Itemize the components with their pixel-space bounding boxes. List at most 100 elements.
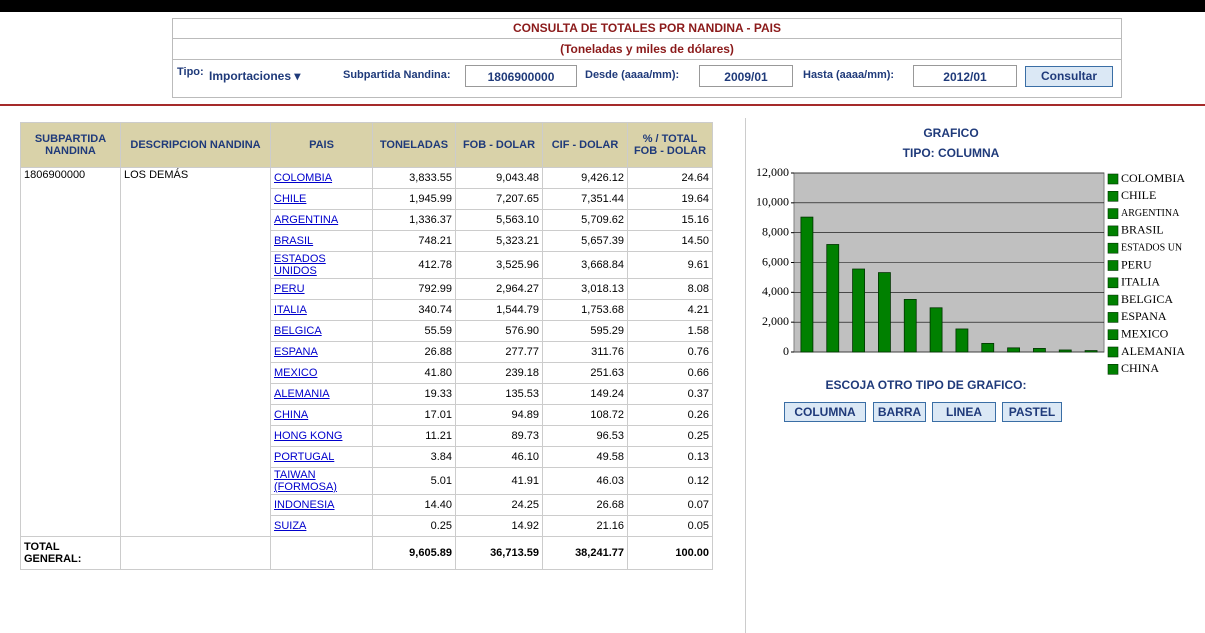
total-cell: 36,713.59 (455, 536, 543, 570)
bar (1058, 349, 1072, 353)
number-cell: 7,207.65 (455, 188, 543, 210)
country-link[interactable]: ARGENTINA (274, 214, 339, 226)
legend-label: PERU (1121, 257, 1152, 271)
country-link[interactable]: TAIWAN (FORMOSA) (274, 469, 337, 493)
chart-type-button[interactable]: COLUMNA (784, 402, 866, 422)
number-cell: 0.25 (372, 515, 456, 537)
number-cell: 1,945.99 (372, 188, 456, 210)
table-row: TAIWAN (FORMOSA) 5.01 41.91 46.03 0.12 (21, 467, 713, 495)
country-link[interactable]: BELGICA (274, 325, 322, 337)
desde-input[interactable]: 2009/01 (699, 65, 793, 87)
country-link[interactable]: HONG KONG (274, 430, 343, 442)
panel-subtitle: TIPO: COLUMNA (902, 146, 1000, 160)
hasta-label: Hasta (aaaa/mm): (803, 69, 895, 81)
number-cell: 9.61 (627, 251, 713, 279)
number-cell: 5,709.62 (542, 209, 628, 231)
bar (903, 299, 917, 353)
legend-label: ESPANA (1121, 309, 1167, 323)
table-row: SUIZA 0.25 14.92 21.16 0.05 (21, 515, 713, 537)
chart-type-button[interactable]: PASTEL (1002, 402, 1062, 422)
number-cell: 0.37 (627, 383, 713, 405)
column-header: CIF - DOLAR (542, 122, 628, 168)
number-cell: 19.64 (627, 188, 713, 210)
header-subtitle: (Toneladas y miles de dólares) (173, 40, 1121, 60)
number-cell: 2,964.27 (455, 278, 543, 300)
number-cell: 41.80 (372, 362, 456, 384)
table-row: ITALIA 340.74 1,544.79 1,753.68 4.21 (21, 299, 713, 321)
number-cell: 55.59 (372, 320, 456, 342)
subpartida-cell: 1806900000 (20, 167, 121, 537)
country-link[interactable]: ESTADOS UNIDOS (274, 253, 326, 277)
separator (0, 104, 1205, 106)
legend-swatch (1107, 260, 1119, 271)
column-header: PAIS (270, 122, 373, 168)
number-cell: 1,753.68 (542, 299, 628, 321)
country-link[interactable]: BRASIL (274, 235, 314, 247)
number-cell: 15.16 (627, 209, 713, 231)
y-tick-label: 0 (783, 344, 789, 358)
tipo-value: Importaciones (209, 69, 292, 83)
country-link[interactable]: PORTUGAL (274, 451, 335, 463)
hasta-input[interactable]: 2012/01 (913, 65, 1017, 87)
subpartida-input[interactable]: 1806900000 (465, 65, 577, 87)
legend-swatch (1107, 191, 1119, 202)
pais-cell: SUIZA (270, 515, 373, 537)
legend-swatch (1107, 208, 1119, 219)
pais-cell: ITALIA (270, 299, 373, 321)
subpartida-label: Subpartida Nandina: (343, 69, 451, 81)
country-link[interactable]: ESPANA (274, 346, 318, 358)
country-link[interactable]: PERU (274, 283, 305, 295)
column-header: % / TOTAL FOB - DOLAR (627, 122, 713, 168)
legend-swatch (1107, 364, 1119, 375)
number-cell: 41.91 (455, 467, 543, 495)
table-row: INDONESIA 14.40 24.25 26.68 0.07 (21, 494, 713, 516)
total-cell: 9,605.89 (372, 536, 456, 570)
number-cell: 3,525.96 (455, 251, 543, 279)
country-link[interactable]: COLOMBIA (274, 172, 333, 184)
country-link[interactable]: INDONESIA (274, 499, 335, 511)
table-row: PERU 792.99 2,964.27 3,018.13 8.08 (21, 278, 713, 300)
number-cell: 340.74 (372, 299, 456, 321)
country-link[interactable]: SUIZA (274, 520, 307, 532)
country-link[interactable]: ITALIA (274, 304, 307, 316)
tipo-select[interactable]: Importaciones ▾ (209, 69, 301, 83)
bar (981, 342, 995, 353)
legend-swatch (1107, 277, 1119, 289)
header-title: CONSULTA DE TOTALES POR NANDINA - PAIS (173, 19, 1121, 39)
chart-type-button[interactable]: LINEA (932, 402, 996, 422)
empty-cell (120, 536, 271, 570)
pais-cell: COLOMBIA (270, 167, 373, 189)
table-row: CHINA 17.01 94.89 108.72 0.26 (21, 404, 713, 426)
bar (826, 244, 840, 353)
legend-label: ITALIA (1121, 275, 1160, 289)
number-cell: 0.25 (627, 425, 713, 447)
legend-label: CHILE (1121, 188, 1156, 202)
total-label: TOTAL GENERAL: (20, 536, 121, 570)
total-row: TOTAL GENERAL: 9,605.89 36,713.59 38,241.77… (20, 536, 713, 570)
country-link[interactable]: CHILE (274, 193, 307, 205)
bar (1007, 347, 1020, 353)
number-cell: 0.07 (627, 494, 713, 516)
pais-cell: INDONESIA (270, 494, 373, 516)
country-link[interactable]: ALEMANIA (274, 388, 330, 400)
y-tick-label: 4,000 (762, 284, 789, 298)
pais-cell: PERU (270, 278, 373, 300)
pais-cell: ALEMANIA (270, 383, 373, 405)
number-cell: 1,336.37 (372, 209, 456, 231)
number-cell: 3,018.13 (542, 278, 628, 300)
number-cell: 5,657.39 (542, 230, 628, 252)
pais-cell: CHINA (270, 404, 373, 426)
country-link[interactable]: MEXICO (274, 367, 318, 379)
legend-label: ALEMANIA (1121, 344, 1185, 358)
consultar-button[interactable]: Consultar (1025, 66, 1113, 87)
legend-swatch (1107, 173, 1119, 185)
pais-cell: TAIWAN (FORMOSA) (270, 467, 373, 495)
number-cell: 9,043.48 (455, 167, 543, 189)
number-cell: 0.26 (627, 404, 713, 426)
chart-type-button[interactable]: BARRA (873, 402, 926, 422)
country-link[interactable]: CHINA (274, 409, 309, 421)
number-cell: 3,668.84 (542, 251, 628, 279)
number-cell: 14.40 (372, 494, 456, 516)
legend-label: CHINA (1121, 361, 1159, 375)
